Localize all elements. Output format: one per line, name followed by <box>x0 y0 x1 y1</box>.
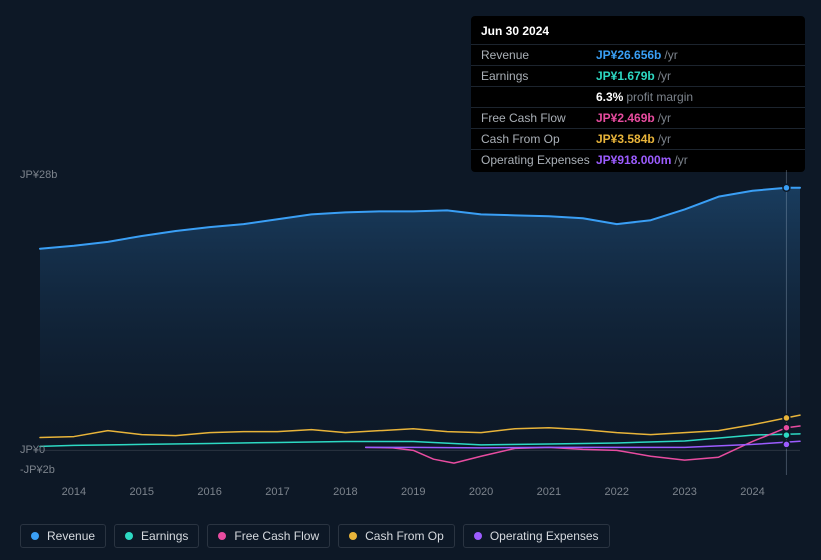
legend-label: Revenue <box>47 529 95 543</box>
legend-label: Earnings <box>141 529 188 543</box>
x-tick-label: 2017 <box>265 486 289 498</box>
legend-dot-icon <box>474 532 482 540</box>
legend-label: Cash From Op <box>365 529 444 543</box>
x-tick-label: 2016 <box>197 486 221 498</box>
x-tick-label: 2015 <box>130 486 154 498</box>
x-tick-label: 2014 <box>62 486 86 498</box>
legend-label: Free Cash Flow <box>234 529 319 543</box>
y-tick-label: -JP¥2b <box>20 464 55 476</box>
x-tick-label: 2018 <box>333 486 357 498</box>
x-tick-label: 2022 <box>605 486 629 498</box>
legend-dot-icon <box>349 532 357 540</box>
legend-item-opex[interactable]: Operating Expenses <box>463 524 610 548</box>
x-tick-label: 2023 <box>672 486 696 498</box>
x-tick-label: 2019 <box>401 486 425 498</box>
financials-chart[interactable] <box>0 0 821 560</box>
legend-dot-icon <box>218 532 226 540</box>
x-tick-label: 2020 <box>469 486 493 498</box>
legend-label: Operating Expenses <box>490 529 599 543</box>
legend-dot-icon <box>125 532 133 540</box>
y-tick-label: JP¥28b <box>20 169 57 181</box>
legend-item-earnings[interactable]: Earnings <box>114 524 199 548</box>
x-tick-label: 2021 <box>537 486 561 498</box>
legend-dot-icon <box>31 532 39 540</box>
legend-item-fcf[interactable]: Free Cash Flow <box>207 524 330 548</box>
y-tick-label: JP¥0 <box>20 444 45 456</box>
legend-item-revenue[interactable]: Revenue <box>20 524 106 548</box>
legend-item-cfo[interactable]: Cash From Op <box>338 524 455 548</box>
x-tick-label: 2024 <box>740 486 764 498</box>
chart-legend: Revenue Earnings Free Cash Flow Cash From O… <box>20 524 610 548</box>
